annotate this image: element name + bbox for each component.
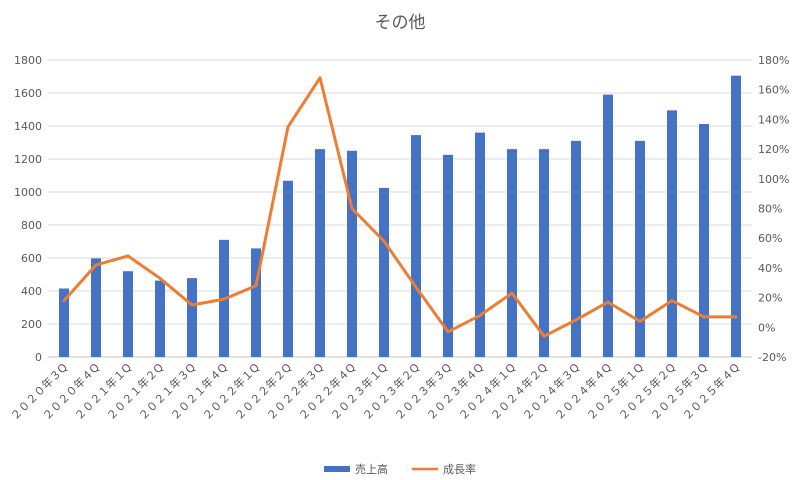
x-tick-label: ２０２４年３Q [519,360,582,423]
bar [571,140,581,357]
bar [347,150,357,357]
y-right-tick-label: 40% [758,262,782,275]
x-tick-label: ２０２０年４Q [39,360,102,423]
y-right-tick-label: 20% [758,292,782,305]
x-tick-label: ２０２２年４Q [295,360,358,423]
y-left-tick-label: 600 [21,252,42,265]
bar [91,258,101,357]
bar [59,288,69,357]
y-right-tick-label: 120% [758,143,789,156]
growth-line [62,76,738,338]
bar [379,187,389,357]
bar [731,75,741,358]
y-right-tick-label: 160% [758,84,789,97]
x-tick-label: ２０２４年４Q [551,360,614,423]
y-left-tick-label: 400 [21,285,42,298]
y-left-tick-label: 1400 [14,120,42,133]
x-tick-label: ２０２４年１Q [455,360,518,423]
bar [635,140,645,357]
x-tick-label: ２０２０年３Q [7,360,70,423]
y-right-tick-label: 180% [758,54,789,67]
x-tick-label: ２０２２年１Q [199,360,262,423]
bar [667,110,677,357]
x-tick-label: ２０２１年３Q [135,360,198,423]
x-tick-label: ２０２４年２Q [487,360,550,423]
bar [443,154,453,357]
bar [603,94,613,358]
bar [507,149,517,357]
legend-label-bar: 売上高 [355,462,388,476]
bar [123,271,133,357]
x-tick-label: ２０２１年４Q [167,360,230,423]
bar [539,149,549,357]
x-tick-label: ２０２３年１Q [327,360,390,423]
legend: 売上高 成長率 [324,462,476,476]
bar [251,248,261,357]
y-right-tick-label: 60% [758,232,782,245]
legend-swatch-bar [324,466,350,472]
x-tick-label: ２０２５年２Q [615,360,678,423]
y-right-tick-label: 140% [758,113,789,126]
legend-label-line: 成長率 [443,462,476,476]
x-tick-label: ２０２３年４Q [423,360,486,423]
x-tick-label: ２０２２年２Q [231,360,294,423]
y-right-tick-label: 100% [758,173,789,186]
y-right-tick-label: -20% [758,351,786,364]
y-left-tick-label: 1600 [14,87,42,100]
x-tick-label: ２０２３年２Q [359,360,422,423]
bar [475,132,485,357]
y-axis-right: -20% 0% 20% 40% 60% 80% 100% 120% 140% 160% 180% [758,54,789,364]
x-tick-label: ２０２１年２Q [103,360,166,423]
bar [411,135,421,357]
bar [699,124,709,358]
y-right-tick-label: 80% [758,203,782,216]
x-tick-label: ２０２３年３Q [391,360,454,423]
x-tick-label: ２０２５年１Q [583,360,646,423]
bar [187,278,197,357]
bar [283,180,293,357]
line-series [62,76,738,338]
bar [155,280,165,357]
x-tick-label: ２０２５年３Q [647,360,710,423]
y-right-tick-label: 0% [758,321,775,334]
y-left-tick-label: 800 [21,219,42,232]
bar-series [59,75,741,358]
y-left-tick-label: 0 [35,351,42,364]
bar [315,149,325,357]
y-left-tick-label: 200 [21,318,42,331]
y-axis-left: 0 200 400 600 800 1000 1200 1400 1600 1800 [14,54,42,364]
y-left-tick-label: 1800 [14,54,42,67]
x-tick-label: ２０２２年３Q [263,360,326,423]
x-tick-label: ２０２１年１Q [71,360,134,423]
x-tick-label: ２０２５年４Q [679,360,742,423]
y-left-tick-label: 1200 [14,153,42,166]
y-left-tick-label: 1000 [14,186,42,199]
chart-title: その他 [375,13,426,33]
gridlines [48,59,752,358]
x-axis: ２０２０年３Q２０２０年４Q２０２１年１Q２０２１年２Q２０２１年３Q２０２１年… [7,360,742,423]
